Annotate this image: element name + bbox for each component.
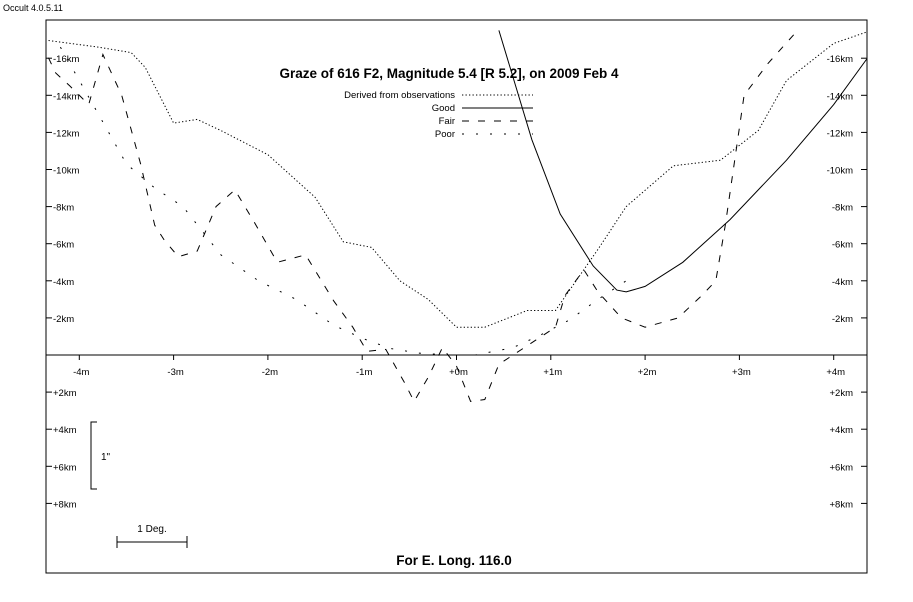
y-tick-label-left: -6km bbox=[53, 240, 74, 251]
degree-scale-label: 1 Deg. bbox=[137, 524, 166, 535]
y-tick-label-left: -2km bbox=[53, 314, 74, 325]
y-tick-label-left: +6km bbox=[53, 462, 77, 473]
arcsec-scale-label: 1" bbox=[101, 452, 111, 463]
y-tick-label-right: -16km bbox=[827, 54, 853, 65]
y-tick-label-right: -6km bbox=[832, 240, 853, 251]
legend-label: Poor bbox=[435, 129, 455, 140]
y-tick-label-left: -14km bbox=[53, 91, 79, 102]
x-tick-label: -1m bbox=[356, 367, 372, 378]
legend-label: Fair bbox=[439, 116, 455, 127]
y-tick-label-left: -12km bbox=[53, 128, 79, 139]
series-line-dashed bbox=[46, 31, 797, 403]
x-tick-label: +4m bbox=[826, 367, 845, 378]
y-tick-label-right: -12km bbox=[827, 128, 853, 139]
y-tick-label-left: +2km bbox=[53, 388, 77, 399]
y-tick-label-left: +4km bbox=[53, 425, 77, 436]
y-tick-label-left: -16km bbox=[53, 54, 79, 65]
x-tick-label: -2m bbox=[262, 367, 278, 378]
x-tick-label: -4m bbox=[73, 367, 89, 378]
y-tick-label-right: +2km bbox=[830, 388, 854, 399]
series-line-long-dash bbox=[59, 46, 627, 356]
y-tick-label-left: +8km bbox=[53, 499, 77, 510]
y-tick-label-right: +4km bbox=[830, 425, 854, 436]
legend-label: Good bbox=[432, 103, 455, 114]
plot-frame bbox=[45, 19, 868, 574]
y-tick-label-left: -8km bbox=[53, 203, 74, 214]
y-tick-label-right: +6km bbox=[830, 462, 854, 473]
y-tick-label-right: -10km bbox=[827, 166, 853, 177]
y-tick-label-right: +8km bbox=[830, 499, 854, 510]
degree-scale-bar: 1 Deg. bbox=[116, 524, 188, 548]
series-line-solid bbox=[498, 30, 867, 293]
x-tick-label: +1m bbox=[543, 367, 562, 378]
y-tick-label-right: -2km bbox=[832, 314, 853, 325]
y-tick-label-left: -4km bbox=[53, 277, 74, 288]
legend-label: Derived from observations bbox=[344, 90, 455, 101]
chart-title: Graze of 616 F2, Magnitude 5.4 [R 5.2], … bbox=[279, 66, 619, 81]
x-tick-label: +3m bbox=[732, 367, 751, 378]
y-tick-label-left: -10km bbox=[53, 166, 79, 177]
x-tick-label: +2m bbox=[638, 367, 657, 378]
y-tick-label-right: -8km bbox=[832, 203, 853, 214]
y-tick-label-right: -4km bbox=[832, 277, 853, 288]
chart-footer: For E. Long. 116.0 bbox=[396, 553, 512, 568]
x-tick-label: -3m bbox=[167, 367, 183, 378]
app-version-label: Occult 4.0.5.11 bbox=[3, 3, 63, 13]
arcsec-scale-bar: 1" bbox=[90, 421, 111, 490]
legend: Derived from observations Good Fair Poor bbox=[344, 90, 533, 140]
